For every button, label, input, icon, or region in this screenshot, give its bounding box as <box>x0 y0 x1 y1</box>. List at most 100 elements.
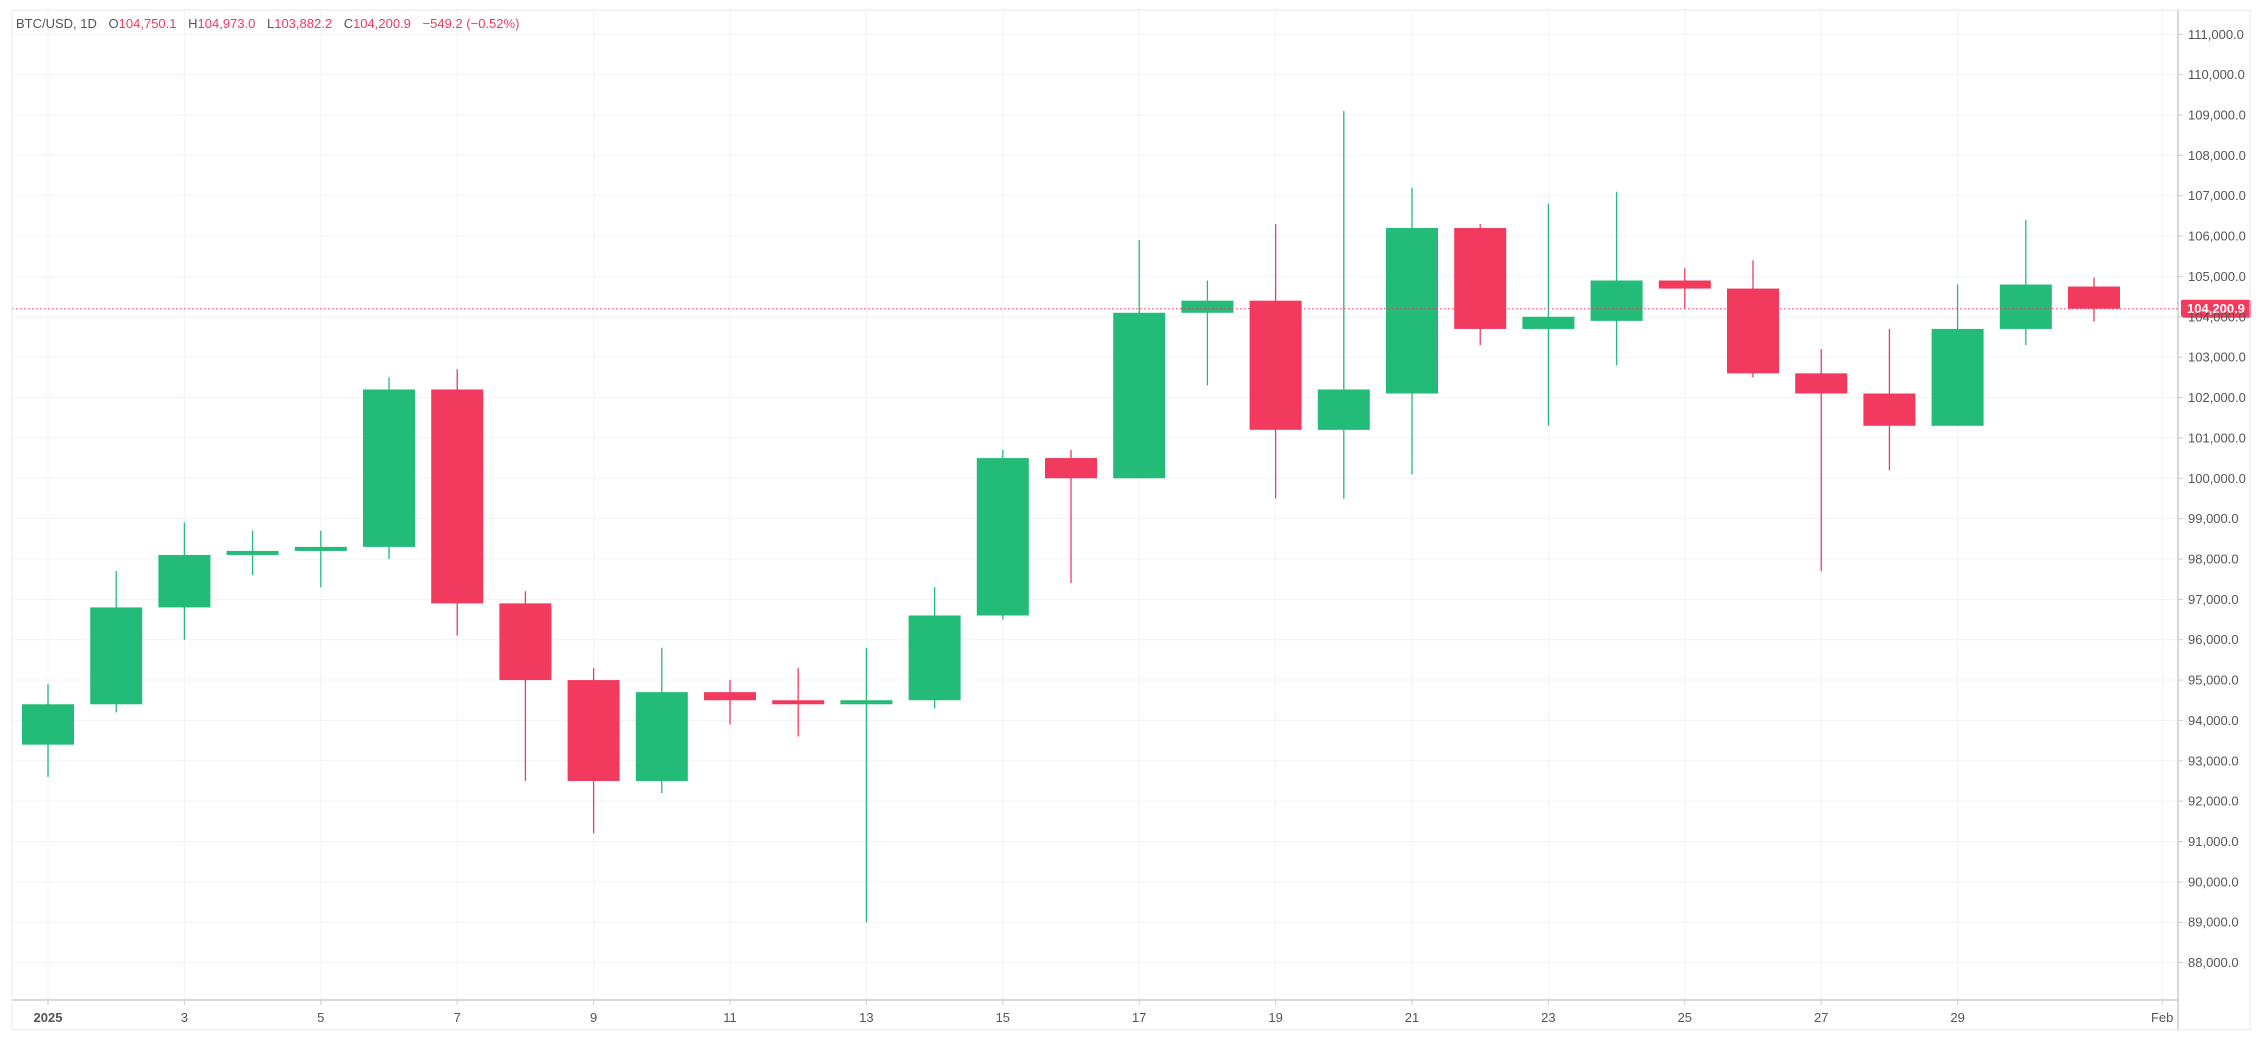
x-tick-label: Feb <box>2151 1010 2173 1025</box>
legend-high-label: H <box>188 16 198 31</box>
candle-body <box>158 554 211 608</box>
x-tick-label: 17 <box>1132 1010 1146 1025</box>
y-tick-label: 102,000.0 <box>2188 390 2246 405</box>
candle-up <box>158 522 211 640</box>
legend-open-label: O <box>108 16 119 31</box>
y-tick-label: 95,000.0 <box>2188 673 2239 688</box>
y-tick-label: 99,000.0 <box>2188 511 2239 526</box>
candle-down <box>1658 268 1711 309</box>
x-tick-label: 13 <box>859 1010 873 1025</box>
candle-body <box>294 546 347 551</box>
candle-body <box>363 389 415 547</box>
candle-up <box>976 450 1029 620</box>
ohlc-legend: BTC/USD, 1D O104,750.1 H104,973.0 L103,8… <box>16 16 519 31</box>
current-price-tag-label: 104,200.9 <box>2187 301 2245 316</box>
candle-up <box>1113 240 1166 479</box>
legend-symbol: BTC/USD, 1D <box>16 16 97 31</box>
legend-low-value: 103,882.2 <box>274 16 333 31</box>
candle-body <box>908 615 961 701</box>
candle-down <box>1249 223 1302 499</box>
candle-body <box>772 700 825 705</box>
y-tick-label: 89,000.0 <box>2188 915 2239 930</box>
candle-up <box>1386 187 1438 475</box>
candle-up <box>1999 219 2052 346</box>
x-tick-label: 21 <box>1405 1010 1419 1025</box>
candle-down <box>704 680 756 725</box>
candle-body <box>2068 286 2120 309</box>
y-tick-label: 96,000.0 <box>2188 632 2239 647</box>
candle-up <box>1317 110 1370 499</box>
candle-up <box>1590 191 1643 366</box>
x-tick-label: 29 <box>1950 1010 1964 1025</box>
candle-body <box>840 700 893 705</box>
candle-up <box>840 647 893 923</box>
candle-body <box>1249 300 1302 430</box>
legend-low-label: L <box>266 16 275 31</box>
legend-change: −549.2 (−0.52%) <box>422 16 520 31</box>
candle-body <box>1317 389 1370 430</box>
candle-body <box>1454 228 1507 329</box>
candle-down <box>1727 260 1779 378</box>
candle-body <box>635 692 688 781</box>
candle-body <box>976 458 1029 616</box>
candles <box>22 110 2120 923</box>
y-tick-label: 92,000.0 <box>2188 794 2239 809</box>
candle-up <box>22 684 74 777</box>
x-tick-label: 9 <box>590 1010 597 1025</box>
y-tick-label: 104,000.0 <box>2188 309 2246 324</box>
legend-open-value: 104,750.1 <box>118 16 177 31</box>
y-tick-label: 103,000.0 <box>2188 350 2246 365</box>
candle-body <box>1931 328 1984 426</box>
candle-down <box>431 369 484 636</box>
candle-down <box>567 667 620 834</box>
candle-down <box>1795 349 1848 572</box>
y-tick-label: 98,000.0 <box>2188 551 2239 566</box>
candle-body <box>431 389 484 604</box>
y-tick-label: 109,000.0 <box>2188 108 2246 123</box>
y-tick-label: 91,000.0 <box>2188 834 2239 849</box>
x-tick-label: 2025 <box>34 1010 63 1025</box>
legend-high-value: 104,973.0 <box>197 16 256 31</box>
x-tick-label: 19 <box>1268 1010 1282 1025</box>
candle-body <box>1045 458 1097 479</box>
legend-close-value: 104,200.9 <box>353 16 411 31</box>
candle-body <box>499 603 552 681</box>
candle-body <box>226 550 279 555</box>
candle-body <box>1113 312 1166 479</box>
chart-outer-frame <box>11 9 2251 1031</box>
x-tick-label: 23 <box>1541 1010 1555 1025</box>
candle-body <box>1863 393 1916 426</box>
y-tick-label: 93,000.0 <box>2188 753 2239 768</box>
candle-body <box>90 607 143 705</box>
candle-up <box>1522 203 1575 426</box>
y-tick-label: 108,000.0 <box>2188 148 2246 163</box>
candle-body <box>1795 373 1848 394</box>
y-tick-label: 107,000.0 <box>2188 188 2246 203</box>
y-tick-label: 97,000.0 <box>2188 592 2239 607</box>
x-tick-label: 11 <box>723 1010 737 1025</box>
x-tick-label: 3 <box>181 1010 188 1025</box>
y-tick-label: 101,000.0 <box>2188 430 2246 445</box>
candle-body <box>1522 316 1575 329</box>
candle-body <box>22 704 74 745</box>
x-tick-label: 15 <box>996 1010 1010 1025</box>
candle-down <box>2068 277 2120 322</box>
x-tick-label: 7 <box>454 1010 461 1025</box>
candle-body <box>1386 228 1438 394</box>
y-tick-label: 105,000.0 <box>2188 269 2246 284</box>
candle-up <box>90 571 143 713</box>
candle-up <box>226 530 279 576</box>
x-tick-label: 5 <box>317 1010 324 1025</box>
y-tick-label: 110,000.0 <box>2188 67 2245 82</box>
candle-down <box>1863 328 1916 471</box>
y-tick-label: 111,000.0 <box>2188 27 2244 42</box>
y-tick-label: 106,000.0 <box>2188 229 2246 244</box>
y-tick-label: 88,000.0 <box>2188 955 2239 970</box>
candle-body <box>1999 284 2052 329</box>
y-tick-label: 94,000.0 <box>2188 713 2239 728</box>
candle-down <box>1045 450 1097 584</box>
x-tick-label: 27 <box>1814 1010 1828 1025</box>
